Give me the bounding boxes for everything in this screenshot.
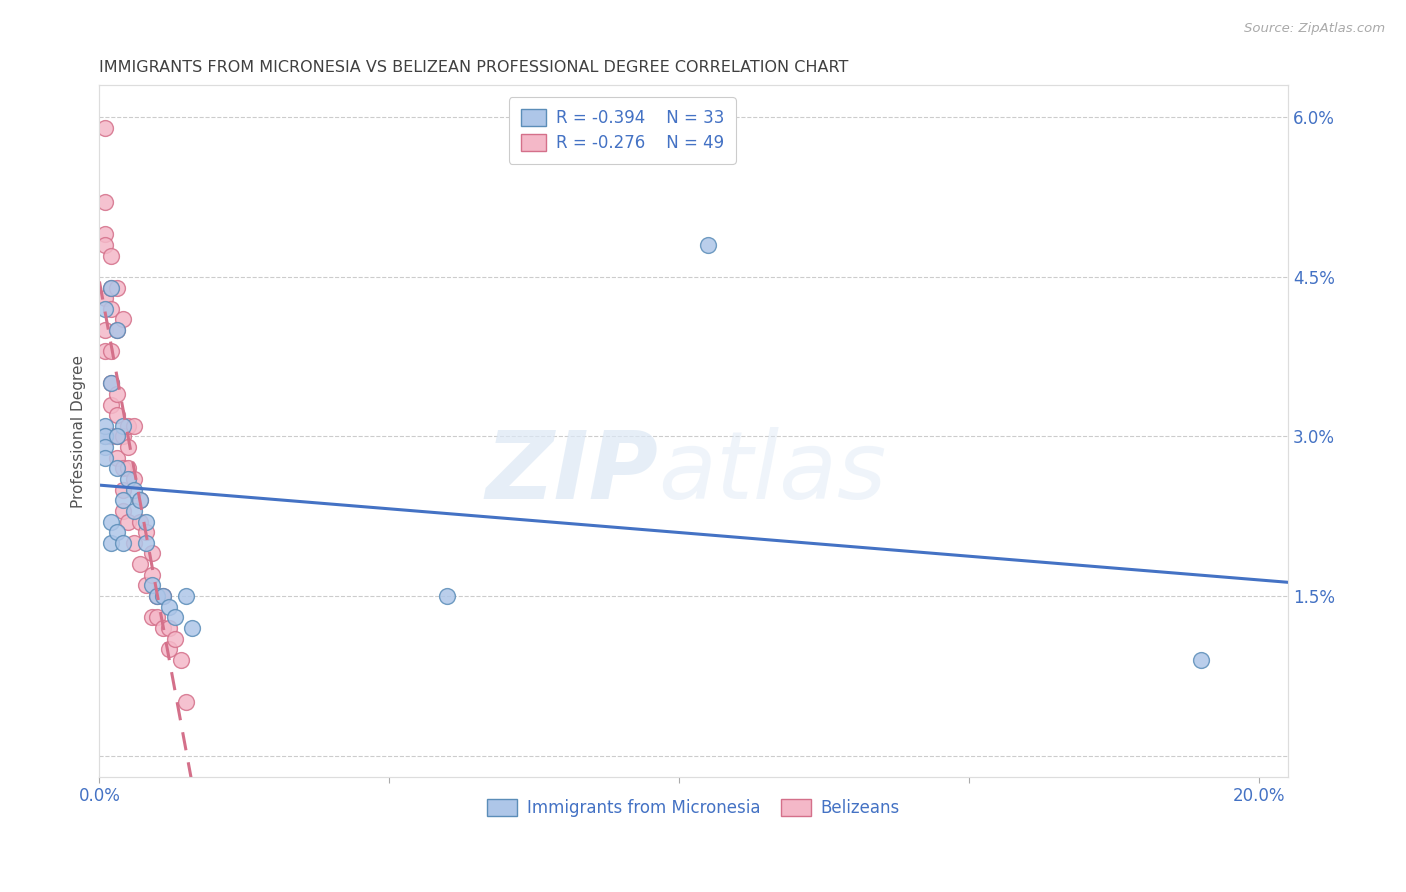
Point bbox=[141, 610, 163, 624]
Point bbox=[135, 578, 157, 592]
Point bbox=[117, 440, 139, 454]
Text: IMMIGRANTS FROM MICRONESIA VS BELIZEAN PROFESSIONAL DEGREE CORRELATION CHART: IMMIGRANTS FROM MICRONESIA VS BELIZEAN P… bbox=[100, 60, 849, 75]
Point bbox=[94, 429, 117, 443]
Point bbox=[122, 483, 145, 497]
Point bbox=[111, 536, 134, 550]
Point bbox=[111, 493, 134, 508]
Point bbox=[152, 589, 174, 603]
Point bbox=[117, 515, 139, 529]
Point bbox=[100, 429, 122, 443]
Point bbox=[94, 195, 117, 210]
Point bbox=[100, 301, 122, 316]
Point bbox=[146, 589, 169, 603]
Text: atlas: atlas bbox=[658, 427, 886, 518]
Point bbox=[141, 567, 163, 582]
Point bbox=[117, 472, 139, 486]
Point bbox=[111, 461, 134, 475]
Point bbox=[111, 418, 134, 433]
Point bbox=[94, 344, 117, 359]
Point bbox=[169, 653, 191, 667]
Point bbox=[105, 461, 128, 475]
Point bbox=[135, 515, 157, 529]
Text: ZIP: ZIP bbox=[485, 426, 658, 518]
Point bbox=[105, 323, 128, 337]
Point bbox=[94, 291, 117, 305]
Point bbox=[117, 418, 139, 433]
Point bbox=[105, 408, 128, 422]
Point bbox=[94, 238, 117, 252]
Point bbox=[105, 525, 128, 540]
Point bbox=[152, 589, 174, 603]
Point bbox=[105, 323, 128, 337]
Point bbox=[129, 493, 152, 508]
Point bbox=[176, 695, 198, 709]
Point bbox=[111, 483, 134, 497]
Point bbox=[105, 387, 128, 401]
Point bbox=[100, 398, 122, 412]
Point bbox=[94, 301, 117, 316]
Point bbox=[129, 493, 152, 508]
Point bbox=[94, 418, 117, 433]
Point bbox=[100, 376, 122, 391]
Point bbox=[152, 621, 174, 635]
Point bbox=[94, 323, 117, 337]
Point bbox=[122, 472, 145, 486]
Point bbox=[135, 536, 157, 550]
Point bbox=[94, 227, 117, 242]
Point bbox=[94, 429, 117, 443]
Point bbox=[129, 557, 152, 571]
Point bbox=[105, 280, 128, 294]
Point bbox=[105, 429, 128, 443]
Point bbox=[94, 440, 117, 454]
Point bbox=[163, 632, 186, 646]
Point bbox=[157, 599, 180, 614]
Point bbox=[122, 504, 145, 518]
Point bbox=[122, 418, 145, 433]
Point bbox=[157, 642, 180, 657]
Point bbox=[105, 450, 128, 465]
Point bbox=[176, 589, 198, 603]
Point bbox=[100, 376, 122, 391]
Point bbox=[122, 536, 145, 550]
Point bbox=[105, 429, 128, 443]
Point bbox=[100, 536, 122, 550]
Point bbox=[1189, 653, 1212, 667]
Legend: Immigrants from Micronesia, Belizeans: Immigrants from Micronesia, Belizeans bbox=[481, 792, 907, 824]
Point bbox=[100, 280, 122, 294]
Point bbox=[111, 429, 134, 443]
Point bbox=[436, 589, 458, 603]
Y-axis label: Professional Degree: Professional Degree bbox=[72, 355, 86, 508]
Point bbox=[157, 621, 180, 635]
Point bbox=[181, 621, 204, 635]
Text: Source: ZipAtlas.com: Source: ZipAtlas.com bbox=[1244, 22, 1385, 36]
Point bbox=[697, 238, 720, 252]
Point bbox=[111, 312, 134, 326]
Point bbox=[141, 547, 163, 561]
Point bbox=[146, 589, 169, 603]
Point bbox=[100, 249, 122, 263]
Point bbox=[141, 578, 163, 592]
Point bbox=[129, 515, 152, 529]
Point bbox=[111, 504, 134, 518]
Point bbox=[163, 610, 186, 624]
Point bbox=[100, 344, 122, 359]
Point bbox=[94, 450, 117, 465]
Point bbox=[100, 515, 122, 529]
Point bbox=[135, 525, 157, 540]
Point bbox=[100, 280, 122, 294]
Point bbox=[146, 610, 169, 624]
Point bbox=[94, 121, 117, 136]
Point bbox=[117, 461, 139, 475]
